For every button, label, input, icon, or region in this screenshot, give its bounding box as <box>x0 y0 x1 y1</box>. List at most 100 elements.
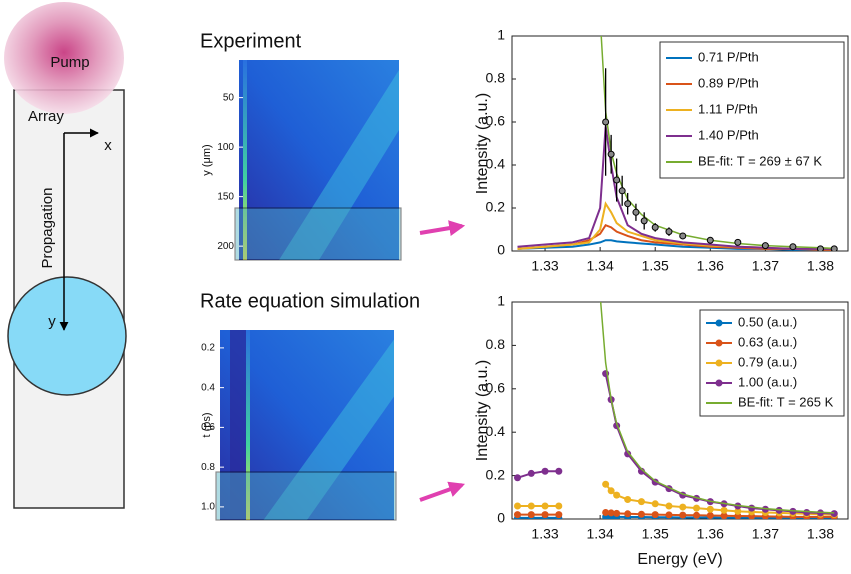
selection-box <box>234 207 402 261</box>
y-tick-label: 0.8 <box>201 462 215 473</box>
heatmap-line <box>243 60 247 260</box>
x-tick-label: 1.36 <box>697 526 724 542</box>
series-marker <box>720 512 728 519</box>
error-point <box>624 200 632 208</box>
series-line <box>517 126 835 250</box>
x-tick-label: 1.36 <box>697 258 724 274</box>
panel-title: Experiment <box>200 30 302 52</box>
pink-arrow <box>419 220 466 236</box>
y-axis-label: t (ps) <box>201 412 213 437</box>
y-tick-label: 1 <box>497 293 505 309</box>
series-marker <box>748 504 756 512</box>
legend-marker <box>715 319 723 327</box>
series-marker <box>607 509 615 517</box>
series-marker <box>624 495 632 503</box>
series-marker <box>803 508 811 516</box>
y-tick-label: 0.2 <box>201 343 215 354</box>
error-point <box>618 187 626 195</box>
series-marker <box>693 504 701 512</box>
heatmap-band <box>279 70 399 260</box>
heatmap-band <box>263 339 394 520</box>
x-label: x <box>104 137 112 154</box>
y-tick-label: 1.0 <box>201 502 215 513</box>
series-marker <box>830 510 838 518</box>
series-marker <box>555 502 563 510</box>
series-marker <box>734 507 742 515</box>
x-tick-label: 1.33 <box>531 526 558 542</box>
legend-label: 0.89 P/Pth <box>698 75 759 90</box>
plot-series <box>517 36 838 251</box>
series-marker <box>637 510 645 518</box>
y-tick-label: 200 <box>217 241 234 252</box>
error-point <box>607 150 615 158</box>
series-marker <box>651 511 659 519</box>
y-tick-label: 0.6 <box>486 380 506 396</box>
heatmap-strip <box>230 330 246 520</box>
series-marker <box>555 511 563 519</box>
x-tick-label: 1.35 <box>642 258 669 274</box>
series-marker <box>720 506 728 514</box>
legend-marker <box>715 359 723 367</box>
y-tick-label: 0.4 <box>486 156 506 172</box>
heatmap-bg <box>239 60 399 260</box>
series-marker <box>679 511 687 519</box>
error-point <box>706 236 714 244</box>
series-marker <box>665 502 673 510</box>
y-tick-label: 0.2 <box>486 466 506 482</box>
error-point <box>679 232 687 240</box>
error-point <box>761 242 769 250</box>
selection-box <box>215 471 397 521</box>
series-marker <box>527 469 535 477</box>
x-tick-label: 1.34 <box>587 526 614 542</box>
legend-label: 1.11 P/Pth <box>698 101 758 116</box>
y-tick-label: 0 <box>497 510 505 526</box>
y-tick-label: 100 <box>217 142 234 153</box>
series-line <box>599 302 835 514</box>
series-marker <box>637 498 645 506</box>
error-point <box>640 217 648 225</box>
y-tick-label: 1 <box>497 27 505 43</box>
series-marker <box>613 509 621 517</box>
series-marker <box>665 511 673 519</box>
legend-label: 1.40 P/Pth <box>698 127 759 142</box>
x-tick-label: 1.37 <box>752 258 779 274</box>
circle <box>7 276 127 396</box>
error-point <box>830 245 838 251</box>
y-tick-label: 0 <box>497 242 505 258</box>
y-tick-label: 0.2 <box>486 199 506 215</box>
pump-spot <box>4 2 124 114</box>
x-tick-label: 1.33 <box>531 258 558 274</box>
diagram: Pump Array x y Propagation <box>4 2 127 509</box>
error-point <box>602 118 610 126</box>
series-marker <box>706 505 714 513</box>
y-axis-label: y (μm) <box>201 144 213 175</box>
series-marker <box>514 511 522 519</box>
legend-label: BE-fit: T = 265 K <box>738 394 834 409</box>
y-tick-label: 0.4 <box>201 382 215 393</box>
x-tick-label: 1.37 <box>752 526 779 542</box>
series-marker <box>624 510 632 518</box>
series-marker <box>613 491 621 499</box>
series-marker <box>514 502 522 510</box>
legend-label: 0.50 (a.u.) <box>738 314 797 329</box>
series-marker <box>624 450 632 458</box>
pink-arrow <box>419 481 466 502</box>
error-point <box>632 208 640 216</box>
y-tick-label: 50 <box>223 92 235 103</box>
series-marker <box>693 511 701 519</box>
series-marker <box>602 508 610 516</box>
series-marker <box>607 487 615 495</box>
series-marker <box>602 480 610 488</box>
series-marker <box>555 467 563 475</box>
propagation-label: Propagation <box>39 188 56 269</box>
y-axis-label: Intensity (a.u.) <box>474 360 491 461</box>
error-point <box>613 176 621 184</box>
x-axis-label: Energy (eV) <box>637 551 722 568</box>
pump-label: Pump <box>50 54 89 71</box>
heatmap-line <box>246 330 250 520</box>
series-marker <box>541 467 549 475</box>
panel-title: Rate equation simulation <box>200 290 420 312</box>
x-tick-label: 1.38 <box>807 526 834 542</box>
